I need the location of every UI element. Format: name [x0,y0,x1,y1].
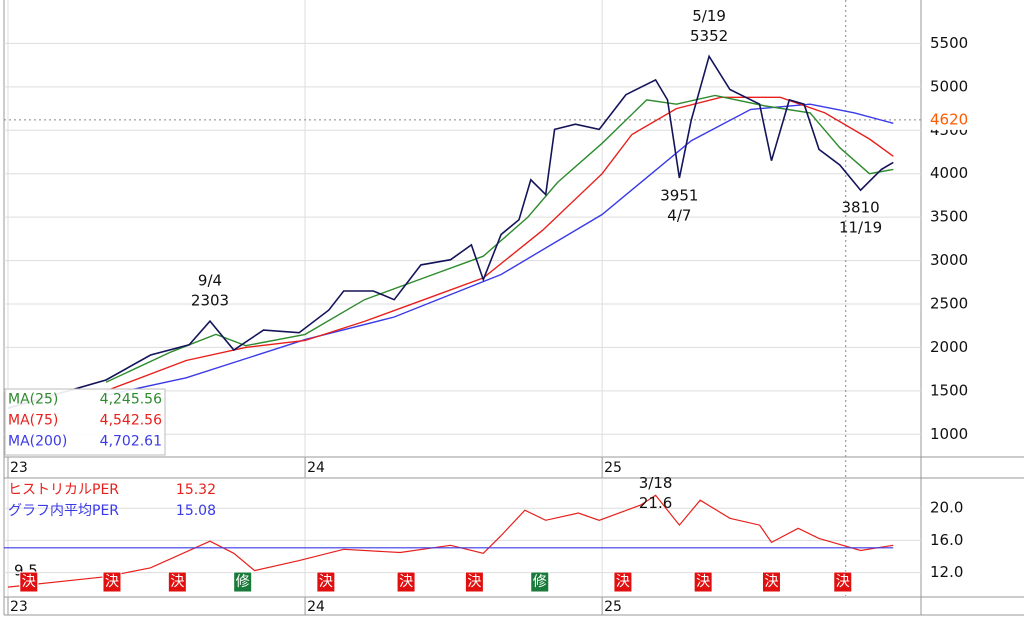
x-tick-label: 23 [10,599,28,615]
y-tick-label: 20.0 [930,499,963,517]
x-tick-label: 24 [307,599,325,615]
event-badge [693,571,713,593]
y-tick-label: 1000 [930,425,968,443]
annotation-date: 5/19 [692,7,726,25]
legend-label: MA(75) [8,413,58,429]
x-tick-label: 23 [10,460,28,476]
series-line [105,103,894,396]
legend-value: 15.32 [176,482,216,498]
event-label: 修 [533,574,547,590]
last-price-box [924,109,970,130]
annotation-date: 11/19 [839,219,882,237]
last-price-label: 4620 [930,110,968,128]
annotation-value: 5352 [690,27,728,45]
event-label: 決 [105,574,119,590]
event-badge [464,571,484,593]
y-tick-label: 3000 [930,251,968,269]
legend-value: 15.08 [176,503,216,519]
y-tick-label: 2500 [930,295,968,313]
annotation-date: 4/7 [667,206,691,224]
event-label: 決 [399,574,413,590]
legend-label: MA(25) [8,392,58,408]
event-label: 決 [170,574,184,590]
legend-label: ヒストリカルPER [8,482,119,498]
event-badge [167,571,187,593]
legend-value: 4,245.56 [100,392,162,408]
y-tick-label: 1500 [930,381,968,399]
y-tick-label: 12.0 [930,563,963,581]
event-label: 決 [696,574,710,590]
x-tick-label: 25 [604,460,622,476]
annotation-value: 2303 [191,292,229,310]
y-tick-label: 4000 [930,164,968,182]
x-tick-label: 24 [307,460,325,476]
event-label: 決 [836,574,850,590]
legend-value: 4,542.56 [100,413,162,429]
y-tick-label: 5500 [930,34,968,52]
x-tick-label: 25 [604,599,622,615]
event-badge [613,571,633,593]
event-badge [233,571,253,593]
annotation-value: 21.6 [639,494,672,512]
series-line [105,94,894,383]
legend-label: グラフ内平均PER [8,503,119,519]
event-badge [833,571,853,593]
event-label: 決 [616,574,630,590]
series-line [7,494,894,588]
annotation-date: 9/4 [198,272,222,290]
event-label: 決 [467,574,481,590]
event-badge [396,571,416,593]
y-tick-label: 3500 [930,208,968,226]
event-label: 決 [22,574,36,590]
y-tick-label: 5000 [930,77,968,95]
event-badge [102,571,122,593]
event-label: 修 [236,574,250,590]
annotation-value: 3951 [660,186,698,204]
event-badge [530,571,550,593]
legend-value: 4,702.61 [100,434,162,450]
event-label: 決 [319,574,333,590]
y-tick-label: 16.0 [930,531,963,549]
annotation-date: 3/18 [639,474,673,492]
event-badge [761,571,781,593]
series-line [7,54,894,409]
legend-box [4,388,166,456]
event-badge [316,571,336,593]
annotation-value: 3810 [841,199,879,217]
legend-label: MA(200) [8,434,67,450]
event-label: 決 [764,574,778,590]
event-badge [19,571,39,593]
series-line [105,96,894,392]
y-tick-label: 2000 [930,338,968,356]
